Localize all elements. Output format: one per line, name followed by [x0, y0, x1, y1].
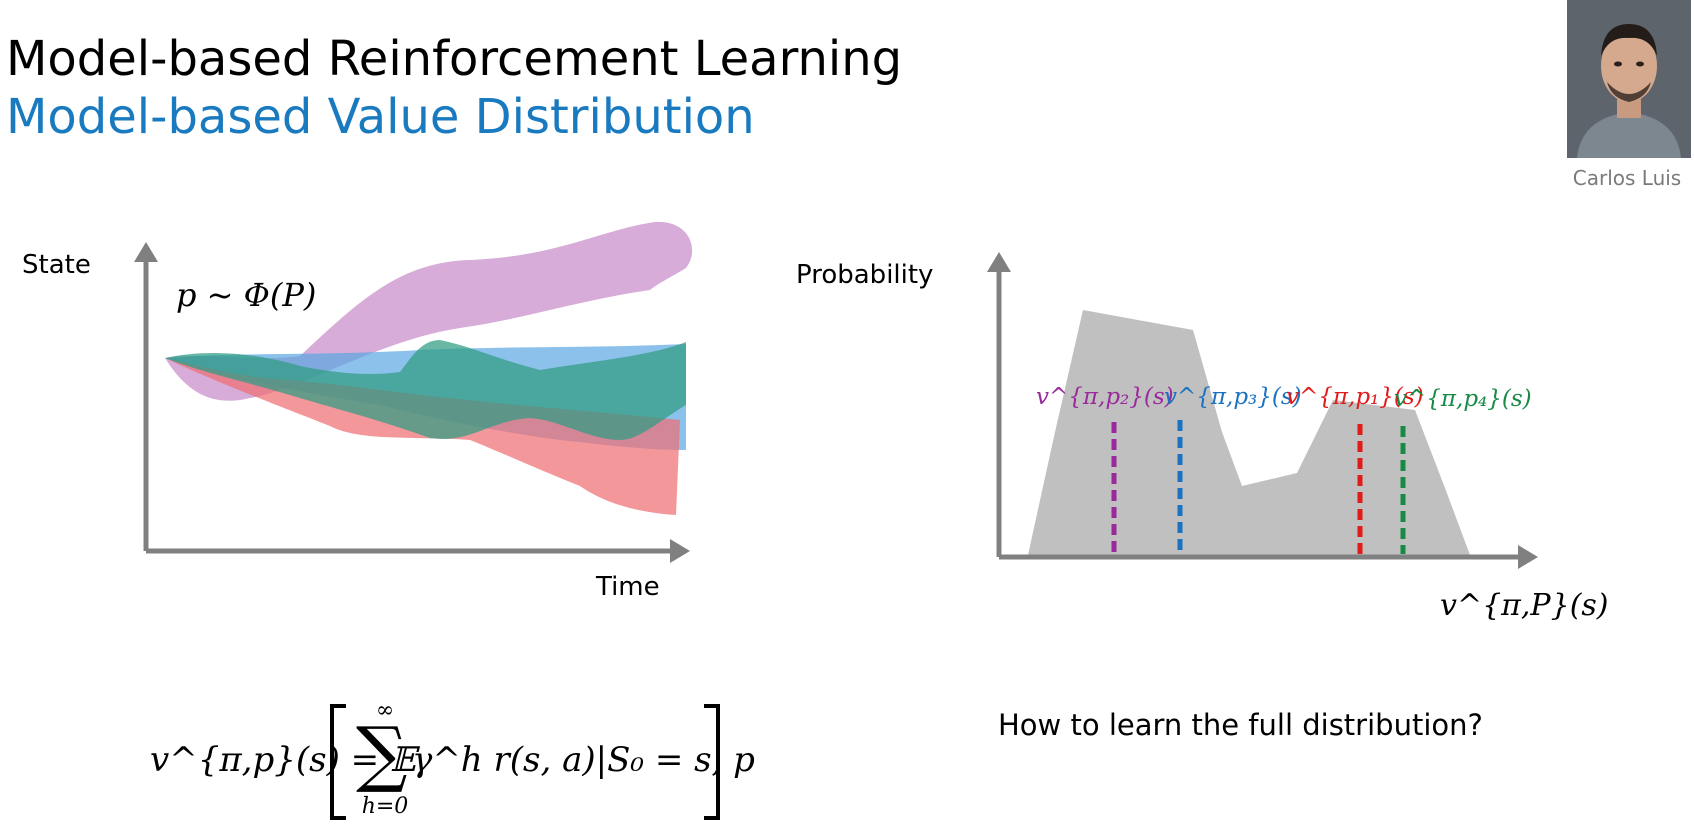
state-axis-label: State	[22, 250, 91, 280]
model-sample-label: p ~ Φ(P)	[176, 276, 317, 314]
value-axis-label: v^{π,P}(s)	[1440, 588, 1609, 623]
presenter-portrait-icon	[1567, 0, 1691, 158]
time-axis-label: Time	[596, 572, 660, 602]
presenter-photo	[1567, 0, 1691, 158]
formula-right-bracket	[704, 704, 720, 820]
marker-label-p1: v^{π,p₁}(s)	[1286, 384, 1424, 410]
trajectory-band-green	[165, 340, 686, 440]
marker-label-p4: v^{π,p₄}(s)	[1394, 386, 1532, 412]
formula-left-bracket	[330, 704, 346, 820]
presenter-name: Carlos Luis	[1572, 166, 1682, 190]
trajectory-band-red	[165, 358, 680, 515]
formula-sum-sign: ∑	[356, 711, 408, 795]
marker-label-p3: v^{π,p₃}(s)	[1164, 384, 1302, 410]
trajectory-band-purple	[165, 221, 693, 401]
formula-lhs: v^{π,p}(s) = 𝔼	[150, 740, 416, 780]
formula-sum-upper: ∞	[375, 698, 395, 723]
probability-axis-label: Probability	[796, 260, 934, 290]
marker-label-p2: v^{π,p₂}(s)	[1036, 384, 1174, 410]
slide-subtitle: Model-based Value Distribution	[6, 89, 755, 145]
closing-question: How to learn the full distribution?	[998, 708, 1483, 742]
formula-body: γ^h r(s, a)|S₀ = s, p	[412, 740, 755, 780]
formula-sum-lower: h=0	[361, 794, 409, 819]
slide-title: Model-based Reinforcement Learning	[6, 31, 903, 87]
